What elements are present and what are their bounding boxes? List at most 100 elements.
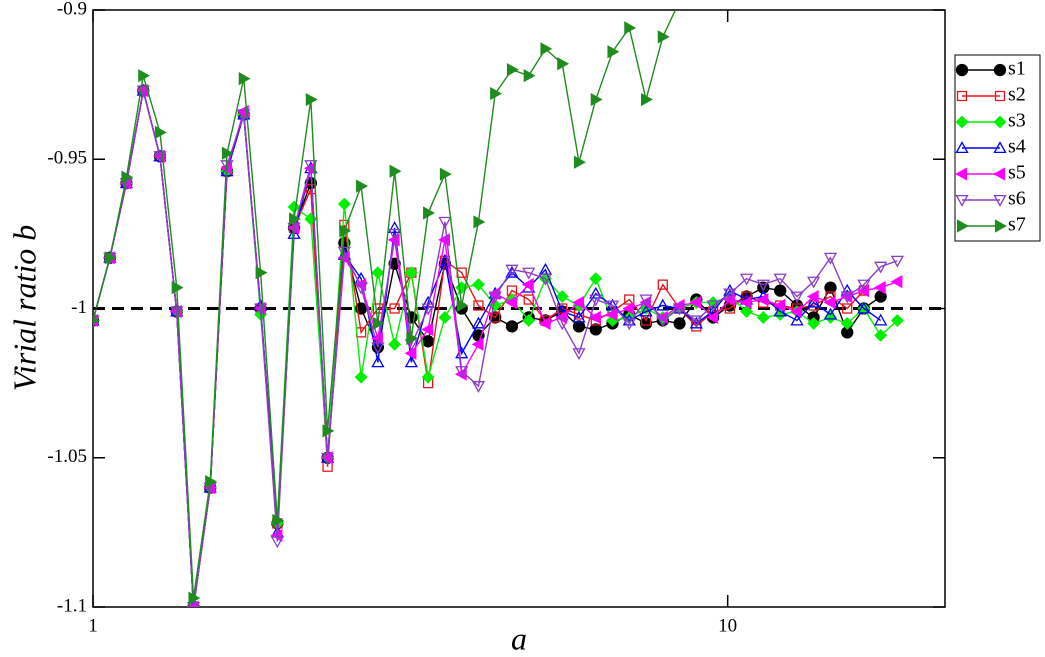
marker: [389, 164, 402, 178]
legend-label: s1: [1008, 58, 1026, 80]
marker: [356, 179, 368, 193]
marker: [706, 300, 720, 313]
legend-marker: [955, 167, 1006, 181]
marker: [689, 315, 703, 328]
legend-marker: [955, 141, 1007, 154]
marker: [404, 346, 417, 360]
marker: [322, 424, 335, 438]
marker: [540, 42, 553, 56]
marker: [605, 300, 620, 313]
marker: [955, 194, 969, 207]
legend-marker: [956, 219, 1007, 233]
marker: [993, 115, 1007, 129]
marker: [639, 317, 653, 330]
marker: [857, 301, 871, 314]
marker: [724, 303, 736, 314]
marker: [522, 267, 536, 280]
marker: [672, 303, 687, 316]
marker: [506, 63, 519, 77]
marker: [589, 272, 603, 286]
marker: [807, 276, 821, 289]
marker: [557, 57, 570, 71]
marker: [624, 21, 637, 35]
marker: [439, 167, 452, 181]
marker: [657, 30, 670, 44]
marker: [93, 316, 100, 325]
marker: [874, 261, 888, 274]
marker: [488, 291, 502, 304]
marker: [521, 278, 534, 292]
marker: [773, 298, 786, 313]
marker: [607, 45, 620, 59]
marker: [371, 355, 385, 368]
marker: [471, 337, 484, 351]
marker: [807, 295, 821, 308]
marker: [538, 316, 551, 331]
marker: [388, 337, 402, 351]
marker: [605, 307, 618, 322]
legend-label: s5: [1008, 162, 1026, 184]
marker: [588, 310, 601, 325]
marker: [339, 224, 352, 238]
marker: [455, 366, 469, 379]
marker: [857, 279, 871, 292]
marker: [756, 311, 770, 324]
marker: [773, 273, 787, 286]
legend-label: s2: [1008, 84, 1026, 106]
series-line: [93, 90, 898, 607]
marker: [590, 92, 603, 107]
marker: [557, 303, 568, 314]
marker: [388, 228, 402, 241]
marker: [171, 281, 184, 295]
marker: [673, 317, 686, 330]
legend-marker: [955, 115, 1007, 129]
marker: [639, 294, 653, 307]
marker: [389, 303, 400, 314]
plot-area: [93, 10, 945, 607]
legend-label: s3: [1008, 110, 1026, 132]
marker: [221, 146, 234, 160]
marker: [824, 281, 837, 294]
marker: [438, 311, 452, 324]
marker: [354, 370, 368, 384]
y-tick-label: -0.9: [57, 0, 87, 19]
marker: [641, 92, 653, 107]
marker: [689, 316, 703, 329]
marker: [874, 328, 888, 342]
y-axis-label: Virial ratio b: [6, 225, 42, 392]
marker: [890, 314, 904, 327]
marker: [689, 295, 702, 310]
marker: [955, 63, 969, 77]
marker: [823, 295, 836, 310]
marker: [774, 284, 787, 297]
legend-marker: [955, 63, 1007, 77]
marker: [956, 90, 968, 102]
marker: [505, 295, 518, 310]
marker: [572, 310, 586, 323]
y-tick-label: -1: [71, 297, 87, 318]
y-tick-label: -0.95: [47, 148, 87, 169]
marker: [956, 219, 969, 233]
marker: [589, 286, 603, 299]
marker: [572, 295, 585, 310]
marker: [555, 318, 569, 331]
marker: [994, 219, 1007, 233]
marker: [657, 279, 668, 290]
marker: [522, 314, 536, 327]
legend-marker: [956, 90, 1006, 102]
marker: [842, 303, 853, 314]
marker: [255, 266, 268, 280]
marker: [388, 221, 402, 233]
marker: [337, 246, 351, 259]
marker: [790, 291, 804, 304]
marker: [994, 90, 1006, 102]
marker: [471, 381, 486, 393]
marker: [104, 251, 117, 265]
marker: [371, 266, 385, 280]
marker: [622, 318, 636, 331]
legend-label: s4: [1008, 136, 1026, 158]
marker: [471, 316, 486, 329]
marker: [955, 141, 969, 154]
marker: [624, 294, 635, 305]
marker: [505, 320, 519, 333]
